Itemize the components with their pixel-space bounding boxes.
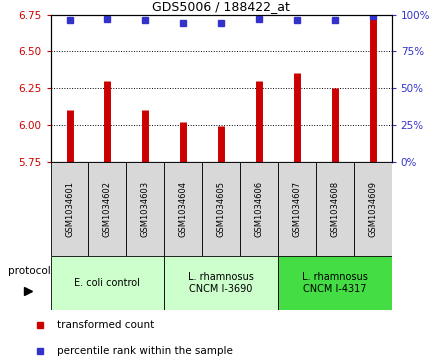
Bar xyxy=(316,162,354,256)
Title: GDS5006 / 188422_at: GDS5006 / 188422_at xyxy=(152,0,290,13)
Bar xyxy=(202,162,240,256)
Text: GSM1034603: GSM1034603 xyxy=(141,181,150,237)
Bar xyxy=(278,162,316,256)
Text: GSM1034609: GSM1034609 xyxy=(368,181,377,237)
Bar xyxy=(164,256,278,310)
Text: E. coli control: E. coli control xyxy=(74,278,140,288)
Text: L. rhamnosus
CNCM I-4317: L. rhamnosus CNCM I-4317 xyxy=(302,272,368,294)
Bar xyxy=(51,162,88,256)
Text: percentile rank within the sample: percentile rank within the sample xyxy=(57,346,233,356)
Bar xyxy=(164,162,202,256)
Bar xyxy=(240,162,278,256)
Text: GSM1034604: GSM1034604 xyxy=(179,181,188,237)
Text: GSM1034606: GSM1034606 xyxy=(254,181,264,237)
Text: GSM1034607: GSM1034607 xyxy=(292,181,301,237)
Bar xyxy=(51,256,164,310)
Text: protocol: protocol xyxy=(7,266,50,276)
Text: GSM1034602: GSM1034602 xyxy=(103,181,112,237)
Bar xyxy=(354,162,392,256)
Bar xyxy=(278,256,392,310)
Text: GSM1034608: GSM1034608 xyxy=(330,181,339,237)
Text: L. rhamnosus
CNCM I-3690: L. rhamnosus CNCM I-3690 xyxy=(188,272,254,294)
Bar xyxy=(88,162,126,256)
Text: GSM1034605: GSM1034605 xyxy=(216,181,226,237)
Bar xyxy=(126,162,164,256)
Text: transformed count: transformed count xyxy=(57,320,154,330)
Text: GSM1034601: GSM1034601 xyxy=(65,181,74,237)
